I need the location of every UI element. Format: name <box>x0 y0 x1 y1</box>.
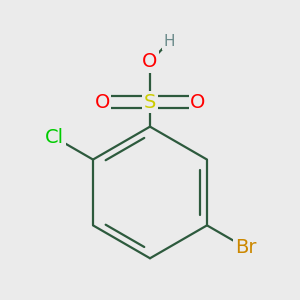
Text: S: S <box>144 93 156 112</box>
Text: Br: Br <box>235 238 256 257</box>
Text: O: O <box>142 52 158 71</box>
Text: O: O <box>94 93 110 112</box>
Text: O: O <box>190 93 206 112</box>
Text: H: H <box>164 34 175 49</box>
Text: Cl: Cl <box>45 128 64 147</box>
